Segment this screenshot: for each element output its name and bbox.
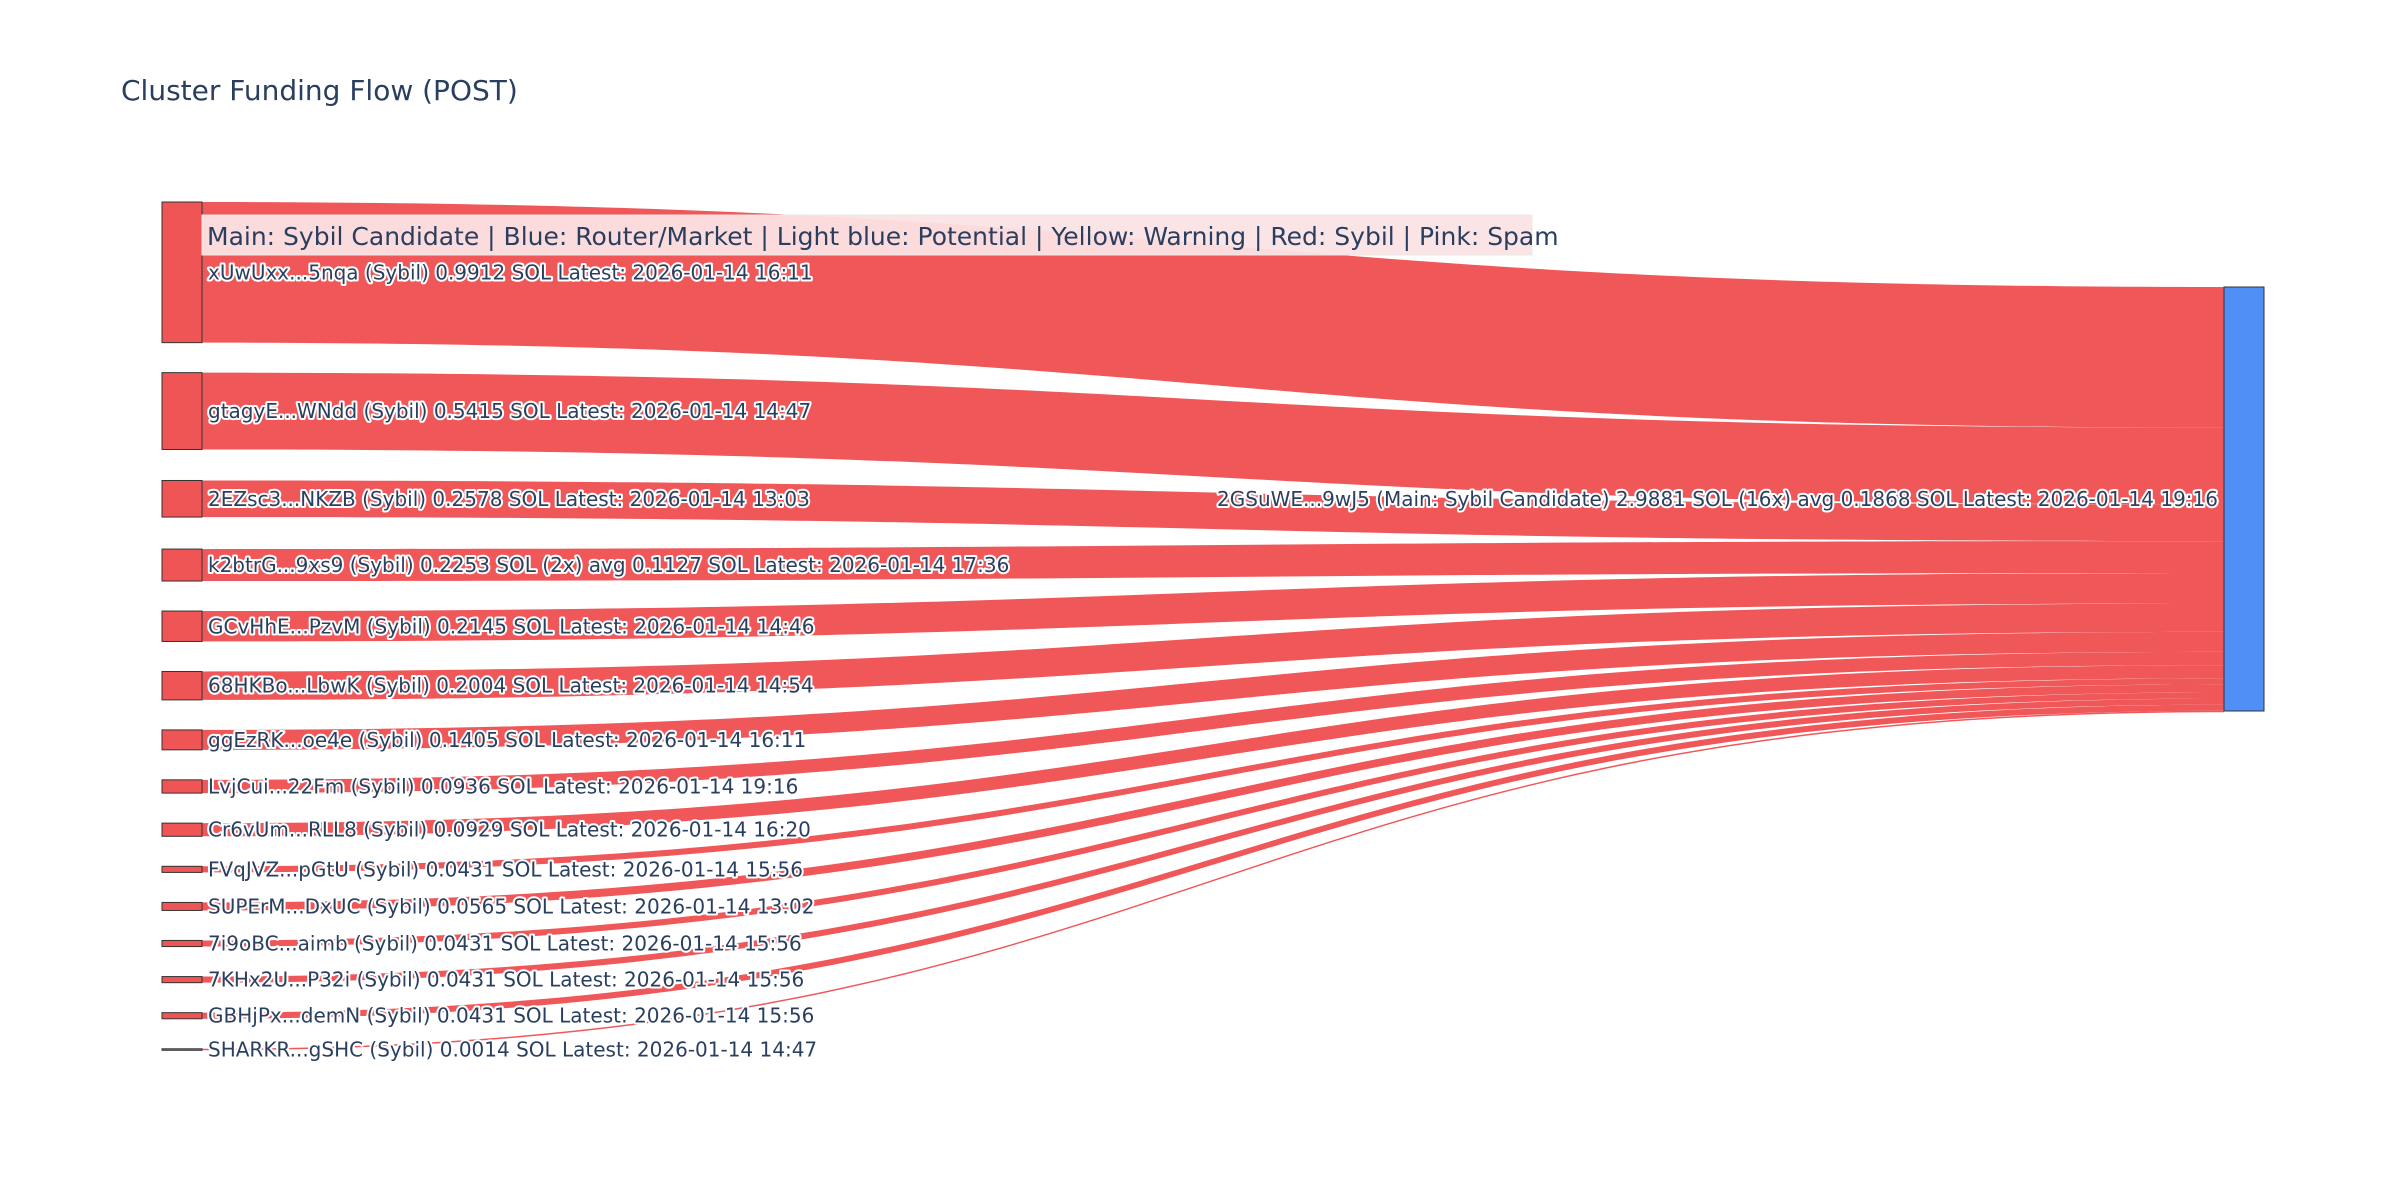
flow-link (202, 692, 2224, 947)
source-node-label: GCvHhE...PzvM (Sybil) 0.2145 SOL Latest:… (208, 614, 814, 638)
source-node[interactable] (161, 779, 203, 794)
source-node[interactable] (161, 901, 203, 911)
sankey-nodes (161, 201, 2265, 1051)
sankey-labels: xUwUxx...5nqa (Sybil) 0.9912 SOL Latest:… (206, 258, 2220, 1063)
source-node[interactable] (161, 976, 203, 984)
source-node-label: Cr6vUm...RLL8 (Sybil) 0.0929 SOL Latest:… (208, 818, 811, 842)
source-node-label: 7i9oBC...aimb (Sybil) 0.0431 SOL Latest:… (208, 931, 802, 955)
legend-note: Main: Sybil Candidate | Blue: Router/Mar… (201, 214, 1559, 256)
flow-link (202, 704, 2224, 1019)
source-node[interactable] (161, 610, 203, 642)
source-node[interactable] (161, 479, 203, 518)
source-node-label: 7KHx2U...P32i (Sybil) 0.0431 SOL Latest:… (208, 968, 804, 992)
flow-link (202, 678, 2224, 873)
chart-title: Cluster Funding Flow (POST) (121, 74, 518, 107)
source-node[interactable] (161, 201, 203, 344)
target-node-label: 2GSuWE...9wJ5 (Main: Sybil Candidate) 2.… (1217, 487, 2218, 511)
source-node-label: SHARKR...gSHC (Sybil) 0.0014 SOL Latest:… (208, 1038, 817, 1062)
source-node-label: SUPErM...DxUC (Sybil) 0.0565 SOL Latest:… (208, 894, 814, 918)
sankey-links (202, 202, 2224, 1051)
source-node[interactable] (161, 1048, 203, 1051)
flow-link (202, 665, 2224, 837)
source-node-label: FVqJVZ...pGtU (Sybil) 0.0431 SOL Latest:… (208, 857, 803, 881)
source-node[interactable] (161, 729, 203, 751)
source-node[interactable] (161, 1012, 203, 1020)
source-node-label: xUwUxx...5nqa (Sybil) 0.9912 SOL Latest:… (208, 260, 813, 284)
flow-link (202, 631, 2224, 750)
source-node-label: gtagyE...WNdd (Sybil) 0.5415 SOL Latest:… (208, 399, 811, 423)
source-node[interactable] (161, 865, 203, 873)
flow-link (202, 710, 2224, 1051)
flow-link (202, 603, 2224, 700)
flow-link (202, 480, 2224, 542)
source-node-label: k2btrG...9xs9 (Sybil) 0.2253 SOL (2x) av… (208, 553, 1009, 577)
source-node[interactable] (161, 670, 203, 701)
source-node-label: 2EZsc3...NKZB (Sybil) 0.2578 SOL Latest:… (208, 487, 810, 511)
flow-link (202, 202, 2224, 428)
legend-note-background (201, 214, 1533, 256)
source-node-label: LvjCui...22Fm (Sybil) 0.0936 SOL Latest:… (208, 774, 798, 798)
flow-link (202, 698, 2224, 983)
source-node[interactable] (161, 548, 203, 582)
source-node-label: 68HKBo...LbwK (Sybil) 0.2004 SOL Latest:… (208, 674, 814, 698)
legend-note-text: Main: Sybil Candidate | Blue: Router/Mar… (207, 222, 1559, 251)
source-node[interactable] (161, 822, 203, 837)
target-node[interactable] (2223, 286, 2265, 712)
flow-link (202, 573, 2224, 642)
source-node-label: ggEzRK...oe4e (Sybil) 0.1405 SOL Latest:… (208, 728, 806, 752)
flow-link (202, 541, 2224, 582)
source-node-label: GBHjPx...demN (Sybil) 0.0431 SOL Latest:… (208, 1004, 814, 1028)
flow-link (202, 372, 2224, 505)
source-node[interactable] (161, 372, 203, 450)
flow-link (202, 651, 2224, 794)
source-node[interactable] (161, 939, 203, 948)
flow-link (202, 684, 2224, 911)
